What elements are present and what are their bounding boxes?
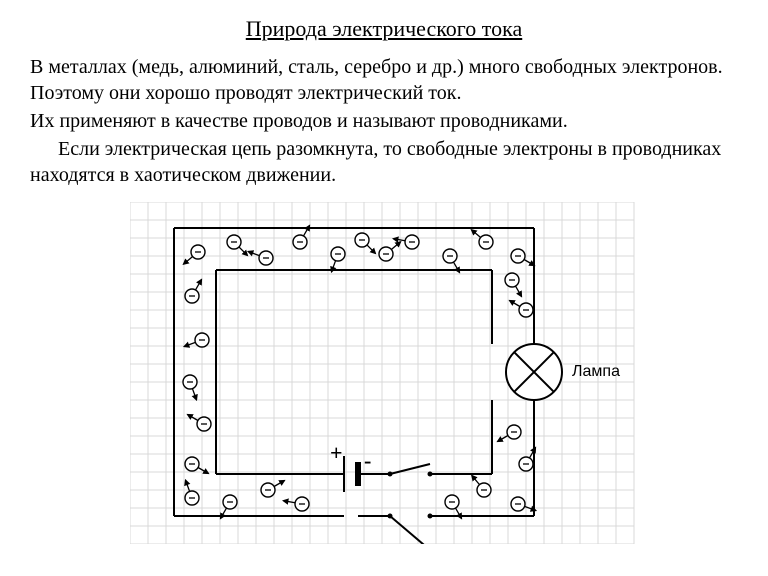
paragraph-1: В металлах (медь, алюминий, сталь, сереб…: [30, 54, 738, 106]
svg-text:-: -: [364, 448, 371, 473]
svg-text:+: +: [330, 440, 343, 465]
circuit-diagram: +- Лампа: [130, 202, 638, 544]
page-title: Природа электрического тока: [30, 16, 738, 42]
circuit-svg: +- Лампа: [130, 202, 638, 544]
paragraph-3: Если электрическая цепь разомкнута, то с…: [30, 136, 738, 188]
paragraph-2: Их применяют в качестве проводов и назыв…: [30, 108, 738, 134]
svg-text:Лампа: Лампа: [572, 363, 620, 380]
